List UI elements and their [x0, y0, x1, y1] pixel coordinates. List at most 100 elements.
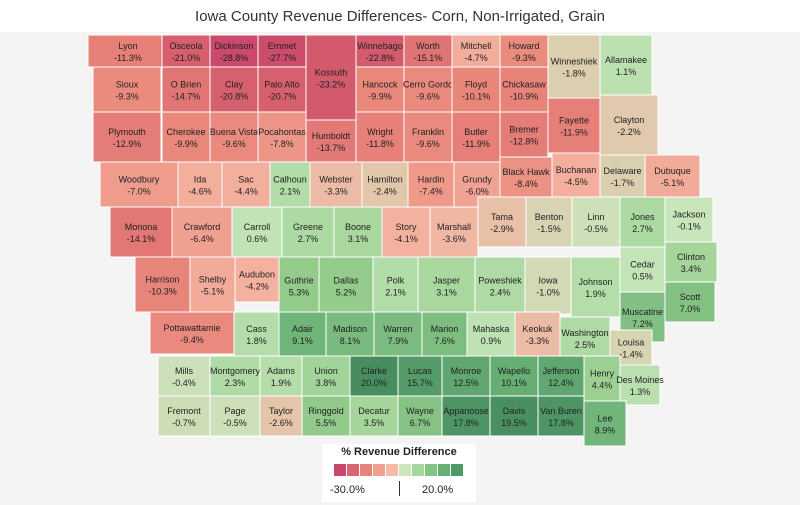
county-shape[interactable] [664, 241, 718, 283]
county-buchanan[interactable]: Buchanan -4.5% [551, 152, 601, 198]
county-page[interactable]: Page -0.5% [209, 395, 261, 437]
county-shape[interactable] [551, 152, 601, 198]
county-shape[interactable] [109, 206, 173, 258]
county-lucas[interactable]: Lucas 15.7% [397, 355, 443, 397]
county-linn[interactable]: Linn -0.5% [571, 196, 621, 248]
county-shape[interactable] [373, 311, 423, 357]
county-shape[interactable] [177, 161, 223, 208]
county-adair[interactable]: Adair 9.1% [278, 311, 327, 357]
county-osceola[interactable]: Osceola -21.0% [161, 34, 211, 68]
county-butler[interactable]: Butler -11.9% [451, 111, 501, 163]
county-union[interactable]: Union 3.8% [301, 355, 351, 397]
county-shape[interactable] [221, 161, 271, 208]
county-emmet[interactable]: Emmet -27.7% [257, 34, 307, 68]
county-shape[interactable] [281, 206, 335, 258]
county-shape[interactable] [664, 281, 716, 323]
county-shape[interactable] [547, 34, 601, 99]
county-fayette[interactable]: Fayette -11.9% [547, 97, 601, 154]
county-cedar[interactable]: Cedar 0.5% [619, 246, 666, 293]
county-plymouth[interactable]: Plymouth -12.9% [92, 111, 162, 163]
county-o-brien[interactable]: O Brien -14.7% [161, 66, 211, 113]
county-kossuth[interactable]: Kossuth -23.2% [305, 34, 357, 121]
county-shape[interactable] [524, 256, 572, 315]
county-shape[interactable] [355, 66, 405, 113]
county-henry[interactable]: Henry 4.4% [583, 355, 621, 402]
county-shape[interactable] [644, 154, 701, 198]
county-harrison[interactable]: Harrison -10.3% [134, 256, 191, 313]
county-shape[interactable] [599, 94, 659, 156]
county-jones[interactable]: Jones 2.7% [619, 196, 666, 248]
county-shape[interactable] [489, 355, 539, 397]
county-warren[interactable]: Warren 7.9% [373, 311, 423, 357]
county-shelby[interactable]: Shelby -5.1% [189, 256, 236, 313]
county-wright[interactable]: Wright -11.8% [355, 111, 405, 163]
county-ringgold[interactable]: Ringgold 5.5% [301, 395, 351, 437]
county-washington[interactable]: Washington 2.5% [559, 316, 611, 360]
county-shape[interactable] [157, 395, 211, 437]
county-shape[interactable] [257, 66, 307, 113]
county-marshall[interactable]: Marshall -3.6% [429, 206, 479, 258]
county-sioux[interactable]: Sioux -9.3% [92, 66, 162, 113]
county-fremont[interactable]: Fremont -0.7% [157, 395, 211, 437]
county-dallas[interactable]: Dallas 5.2% [318, 256, 374, 315]
county-palo-alto[interactable]: Palo Alto -20.7% [257, 66, 307, 113]
county-hardin[interactable]: Hardin -7.4% [407, 161, 455, 208]
county-shape[interactable] [559, 316, 611, 360]
county-des-moines[interactable]: Des Moines 1.3% [616, 364, 664, 406]
county-shape[interactable] [525, 196, 573, 248]
county-shape[interactable] [381, 206, 431, 258]
county-shape[interactable] [499, 111, 549, 158]
county-shape[interactable] [278, 311, 327, 357]
county-polk[interactable]: Polk 2.1% [372, 256, 419, 315]
county-madison[interactable]: Madison 8.1% [325, 311, 375, 357]
county-mahaska[interactable]: Mahaska 0.9% [466, 311, 516, 357]
county-webster[interactable]: Webster -3.3% [309, 161, 363, 208]
county-shape[interactable] [403, 111, 453, 163]
county-shape[interactable] [269, 161, 311, 208]
county-franklin[interactable]: Franklin -9.6% [403, 111, 453, 163]
county-shape[interactable] [161, 66, 211, 113]
county-shape[interactable] [514, 311, 561, 357]
county-decatur[interactable]: Decatur 3.5% [349, 395, 399, 437]
county-shape[interactable] [92, 66, 162, 113]
county-shape[interactable] [583, 400, 627, 447]
county-lee[interactable]: Lee 8.9% [583, 400, 627, 447]
county-mitchell[interactable]: Mitchell -4.7% [451, 34, 501, 68]
county-chickasaw[interactable]: Chickasaw -10.9% [499, 66, 549, 113]
county-story[interactable]: Story -4.1% [381, 206, 431, 258]
county-shape[interactable] [619, 246, 666, 293]
county-shape[interactable] [209, 355, 261, 397]
county-shape[interactable] [477, 196, 527, 248]
county-pocahontas[interactable]: Pocahontas -7.8% [257, 111, 307, 163]
county-cherokee[interactable]: Cherokee -9.9% [161, 111, 211, 163]
county-taylor[interactable]: Taylor -2.6% [259, 395, 303, 437]
county-shape[interactable] [189, 256, 236, 313]
county-shape[interactable] [333, 206, 383, 258]
county-johnson[interactable]: Johnson 1.9% [570, 256, 621, 318]
county-cass[interactable]: Cass 1.8% [233, 311, 280, 357]
county-dubuque[interactable]: Dubuque -5.1% [644, 154, 701, 198]
county-van-buren[interactable]: Van Buren 17.8% [537, 395, 585, 437]
county-sac[interactable]: Sac -4.4% [221, 161, 271, 208]
county-shape[interactable] [305, 34, 357, 121]
county-shape[interactable] [403, 34, 453, 68]
county-carroll[interactable]: Carroll 0.6% [231, 206, 283, 258]
county-shape[interactable] [397, 355, 443, 397]
county-shape[interactable] [305, 119, 357, 163]
county-audubon[interactable]: Audubon -4.2% [234, 256, 280, 303]
county-winneshiek[interactable]: Winneshiek -1.8% [547, 34, 601, 99]
county-shape[interactable] [489, 395, 539, 437]
county-tama[interactable]: Tama -2.9% [477, 196, 527, 248]
county-shape[interactable] [571, 196, 621, 248]
county-davis[interactable]: Davis 19.5% [489, 395, 539, 437]
county-shape[interactable] [537, 395, 585, 437]
county-allamakee[interactable]: Allamakee 1.1% [599, 34, 653, 96]
county-shape[interactable] [233, 311, 280, 357]
county-worth[interactable]: Worth -15.1% [403, 34, 453, 68]
county-shape[interactable] [234, 256, 280, 303]
county-shape[interactable] [259, 395, 303, 437]
county-pottawattamie[interactable]: Pottawattamie -9.4% [149, 311, 235, 355]
county-woodbury[interactable]: Woodbury -7.0% [99, 161, 179, 208]
county-shape[interactable] [372, 256, 419, 315]
county-shape[interactable] [209, 395, 261, 437]
